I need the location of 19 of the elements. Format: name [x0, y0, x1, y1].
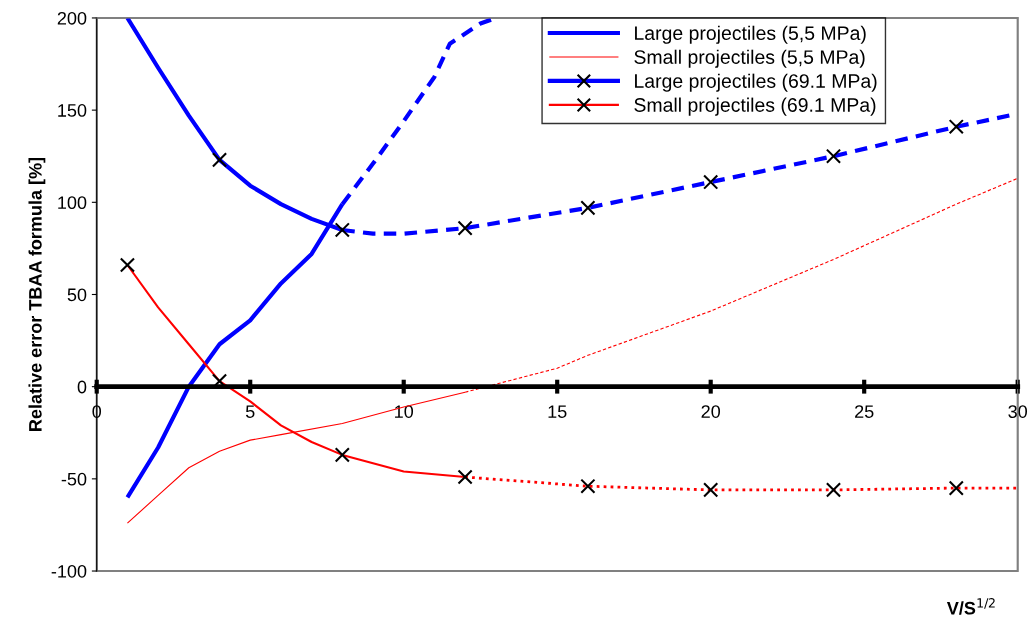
legend-label: Large projectiles (5,5 MPa) [635, 25, 866, 44]
x-tick-label: 5 [245, 405, 255, 418]
y-tick-label: -50 [61, 472, 87, 486]
legend-label: Large projectiles (69.1 MPa) [635, 73, 877, 92]
y-tick-label: 50 [67, 288, 87, 302]
x-axis-title: V/S$^{1/2}$ [946, 598, 995, 615]
y-tick-label: 0 [77, 380, 87, 394]
y-tick-label: 100 [58, 196, 87, 210]
y-tick-label: 150 [58, 104, 87, 117]
y-axis-title: Relative error TBAA formula [%] [28, 157, 46, 431]
y-tick-label: 200 [57, 11, 87, 25]
legend-label: Small projectiles (5,5 MPa) [634, 49, 865, 68]
x-tick-label: 30 [1008, 405, 1028, 418]
x-tick-label: 15 [548, 405, 567, 418]
x-tick-label: 20 [701, 405, 721, 418]
x-tick-label: 10 [395, 405, 414, 418]
y-tick-label: -100 [51, 564, 87, 578]
legend-label: Small projectiles (69.1 MPa) [634, 97, 876, 116]
x-tick-label: 25 [855, 405, 874, 418]
